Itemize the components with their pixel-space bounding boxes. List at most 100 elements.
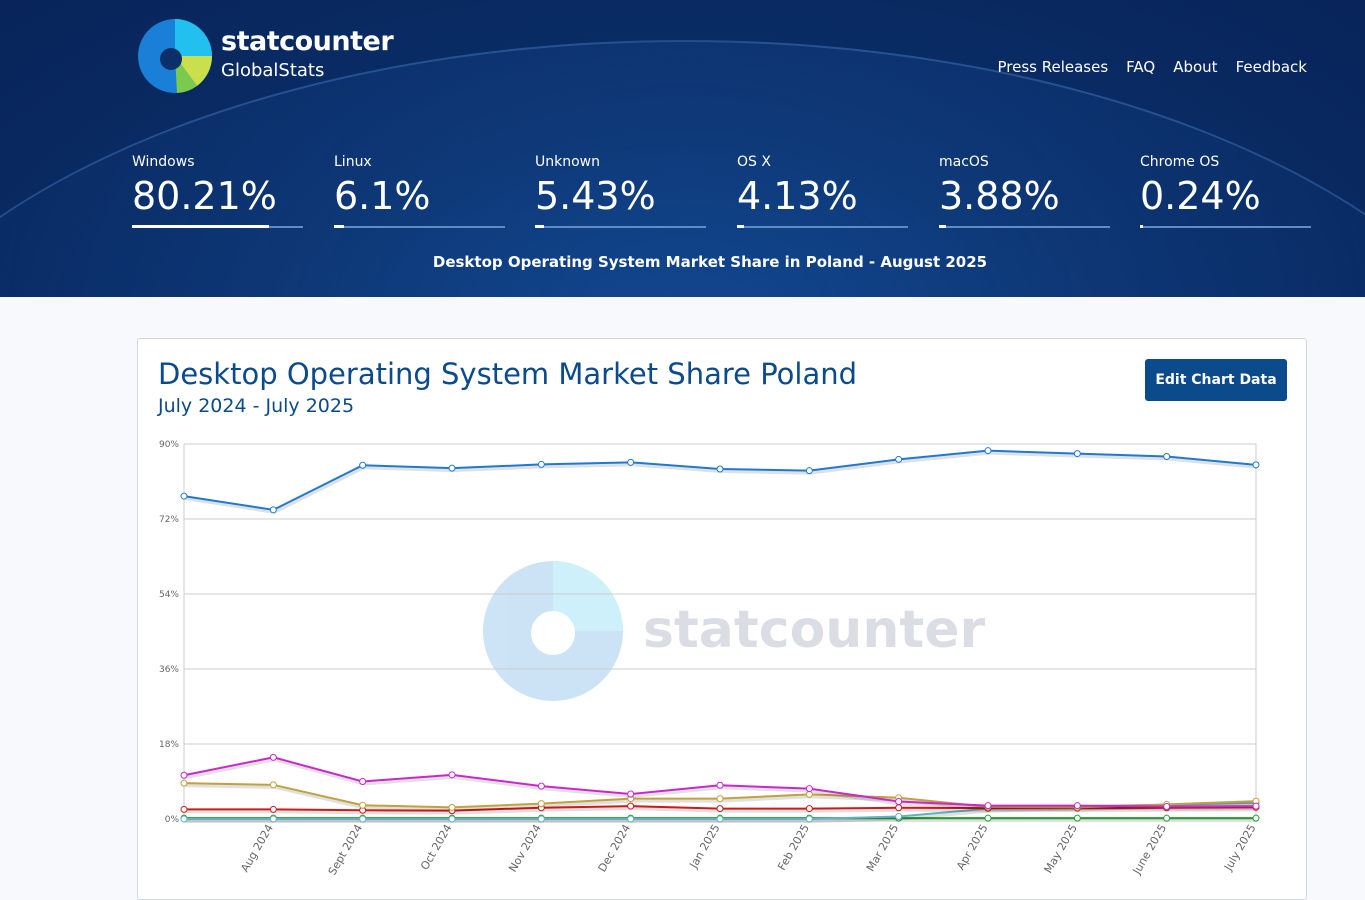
data-point [359, 815, 367, 823]
x-tick-label: Aug 2024 [238, 822, 276, 874]
data-point [984, 802, 992, 810]
data-point [716, 815, 724, 823]
watermark-logo-hole [531, 611, 575, 655]
data-point [716, 465, 724, 473]
stat-value: 80.21% [132, 174, 277, 218]
stat-name: Chrome OS [1140, 154, 1220, 170]
y-tick-label: 90% [159, 440, 179, 450]
x-tick-label: Sept 2024 [326, 822, 366, 877]
chart-card: statcounter 0% 18% 36% 54% 72% 90% Aug 2024 Sept… [137, 338, 1307, 900]
stat-value: 6.1% [334, 174, 431, 218]
stat-bar-track [939, 226, 1110, 228]
data-point [716, 805, 724, 813]
stat-name: OS X [737, 154, 771, 170]
data-point [627, 458, 635, 466]
data-point [269, 781, 277, 789]
data-point [627, 790, 635, 798]
data-point [359, 461, 367, 469]
data-point [180, 779, 188, 787]
data-point [180, 492, 188, 500]
data-point [1163, 814, 1171, 822]
data-point [627, 802, 635, 810]
top-nav: Press Releases FAQ About Feedback [997, 58, 1307, 76]
data-point [448, 464, 456, 472]
data-point [716, 781, 724, 789]
watermark-logo [483, 561, 623, 701]
data-point [895, 455, 903, 463]
data-point [984, 447, 992, 455]
stat-name: Unknown [535, 154, 600, 170]
stats-row: Windows 80.21% Linux 6.1% Unknown 5.43% … [132, 154, 1312, 234]
logo-wordmark: statcounter [221, 26, 394, 57]
data-point [359, 801, 367, 809]
chart-title: Desktop Operating System Market Share Po… [158, 357, 858, 391]
stat-name: Linux [334, 154, 372, 170]
data-point [984, 814, 992, 822]
data-point [805, 467, 813, 475]
stat-linux[interactable]: Linux 6.1% [334, 154, 505, 230]
hero-caption: Desktop Operating System Market Share in… [432, 253, 988, 271]
y-tick-label: 18% [159, 740, 179, 750]
stat-name: macOS [939, 154, 989, 170]
data-point [895, 804, 903, 812]
stat-macos[interactable]: macOS 3.88% [939, 154, 1110, 230]
data-point [805, 805, 813, 813]
data-point [359, 778, 367, 785]
x-tick-label: Nov 2024 [506, 822, 544, 874]
x-tick-label: Jan 2025 [687, 822, 723, 871]
stat-osx[interactable]: OS X 4.13% [737, 154, 908, 230]
stat-bar-fill [132, 225, 269, 228]
data-point [805, 815, 813, 823]
data-point [537, 782, 545, 790]
data-point [269, 506, 277, 514]
stat-bar-track [535, 226, 706, 228]
nav-faq[interactable]: FAQ [1126, 58, 1156, 76]
data-point [895, 798, 903, 805]
x-tick-label: May 2025 [1042, 822, 1080, 875]
data-point [180, 805, 188, 813]
data-point [1163, 453, 1171, 460]
data-point [269, 805, 277, 813]
line-chart: statcounter 0% 18% 36% 54% 72% 90% Aug 2024 Sept… [159, 440, 1260, 877]
stat-chrome-os[interactable]: Chrome OS 0.24% [1140, 154, 1311, 230]
data-point [805, 785, 813, 793]
stat-value: 4.13% [737, 174, 858, 218]
data-point [1073, 814, 1081, 822]
data-point [716, 795, 724, 803]
y-tick-label: 72% [159, 515, 179, 525]
edit-chart-data-button[interactable]: Edit Chart Data [1145, 359, 1287, 401]
stat-unknown[interactable]: Unknown 5.43% [535, 154, 706, 230]
nav-press-releases[interactable]: Press Releases [997, 58, 1109, 76]
stat-bar-fill [939, 225, 946, 228]
plot-area [183, 443, 1257, 820]
stat-value: 5.43% [535, 174, 656, 218]
nav-feedback[interactable]: Feedback [1235, 58, 1307, 76]
data-point [448, 815, 456, 823]
x-tick-label: Feb 2025 [775, 822, 812, 873]
stat-bar-track [334, 226, 505, 228]
stat-bar-track [737, 226, 908, 228]
chart-subtitle: July 2024 - July 2025 [158, 395, 355, 417]
data-point [448, 771, 456, 779]
stat-windows[interactable]: Windows 80.21% [132, 154, 303, 230]
stat-bar-fill [737, 225, 744, 228]
watermark-logo-wedge [553, 561, 623, 631]
logo-subtitle: GlobalStats [221, 60, 325, 81]
x-tick-label: Oct 2024 [418, 822, 455, 872]
data-point [537, 800, 545, 808]
x-tick-label: Mar 2025 [864, 822, 901, 874]
y-tick-label: 54% [159, 590, 179, 600]
x-tick-label: June 2025 [1130, 822, 1169, 877]
data-point [1073, 802, 1081, 810]
statcounter-logo[interactable]: statcounter GlobalStats [137, 18, 397, 94]
data-point [1252, 814, 1260, 822]
data-point [1073, 450, 1081, 458]
hero-banner: statcounter GlobalStats Press Releases F… [0, 0, 1365, 297]
data-point [448, 803, 456, 811]
nav-about[interactable]: About [1173, 58, 1218, 76]
data-point [627, 815, 635, 823]
data-point [1163, 803, 1171, 810]
statcounter-logo-icon [138, 19, 213, 93]
data-point [1252, 802, 1260, 810]
data-point [1252, 461, 1260, 469]
